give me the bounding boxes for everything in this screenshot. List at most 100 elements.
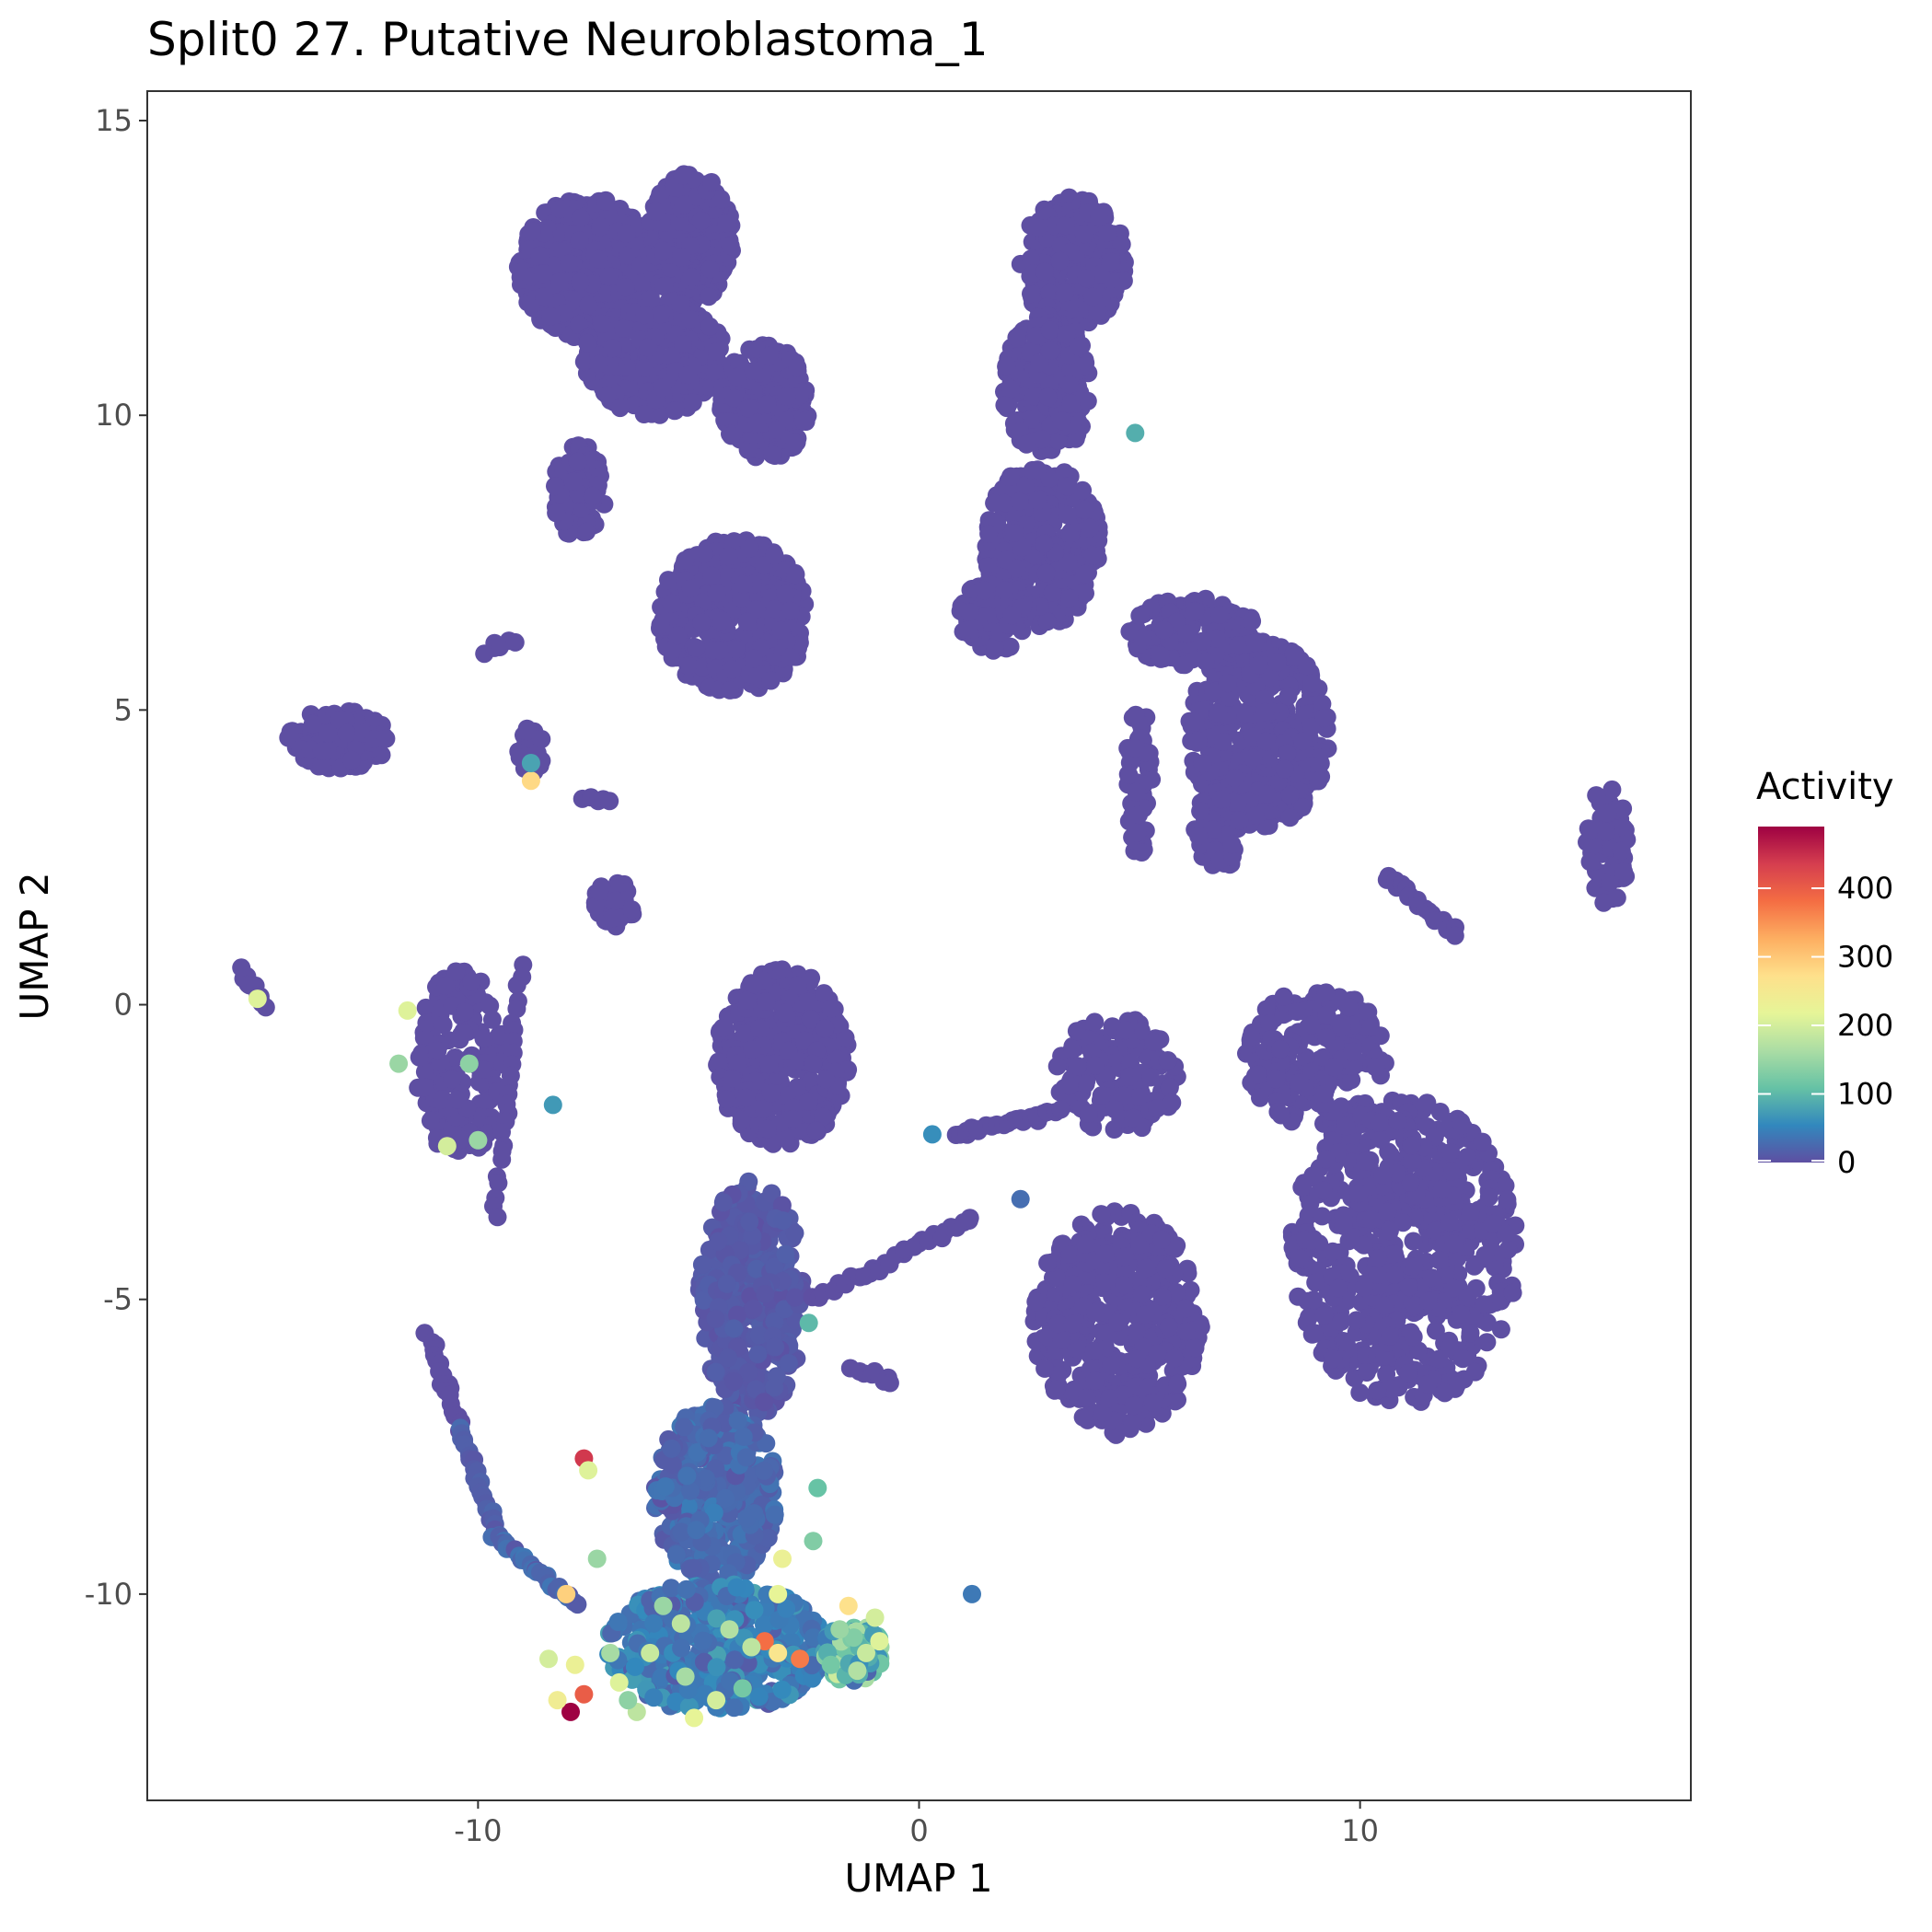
data-point	[578, 333, 597, 353]
data-point	[717, 214, 736, 233]
data-point	[743, 1040, 762, 1059]
data-point	[646, 202, 665, 221]
data-point	[653, 378, 672, 398]
data-point	[717, 1274, 736, 1293]
data-point	[1061, 394, 1081, 413]
data-point	[1040, 320, 1059, 340]
data-point	[1293, 732, 1313, 751]
data-point	[1209, 605, 1229, 624]
data-point	[1083, 546, 1103, 565]
data-point	[713, 1193, 733, 1212]
data-point	[789, 976, 807, 995]
data-point	[691, 211, 711, 230]
data-point	[816, 1019, 835, 1038]
data-point	[1040, 341, 1059, 360]
data-point	[1081, 518, 1100, 538]
data-point	[1075, 500, 1094, 519]
data-point	[606, 891, 625, 910]
data-point	[744, 1300, 763, 1318]
data-point	[750, 1019, 769, 1038]
data-point	[700, 287, 718, 307]
data-point	[1211, 790, 1231, 809]
data-point	[722, 426, 741, 445]
data-point	[1130, 606, 1150, 625]
data-point	[1127, 782, 1146, 802]
data-point	[755, 1393, 773, 1412]
data-point	[434, 1015, 453, 1035]
data-point	[1077, 269, 1095, 288]
data-point	[1193, 754, 1212, 773]
data-point	[522, 222, 541, 241]
data-point	[1230, 811, 1249, 830]
data-point	[1154, 620, 1174, 640]
data-point	[610, 399, 630, 418]
data-point	[709, 1232, 728, 1251]
data-point	[603, 339, 622, 358]
data-point	[771, 620, 791, 640]
data-point	[591, 217, 610, 237]
data-point	[1209, 703, 1228, 723]
data-point	[702, 173, 721, 191]
data-point	[1314, 709, 1334, 727]
data-point	[462, 972, 481, 991]
data-point	[1010, 492, 1029, 511]
data-point	[671, 295, 690, 314]
data-point	[744, 975, 763, 994]
data-point	[678, 656, 698, 676]
data-point	[1267, 654, 1287, 672]
data-point	[785, 434, 804, 453]
data-point	[783, 1109, 803, 1128]
data-point	[659, 571, 677, 590]
data-point	[736, 1088, 756, 1107]
data-point	[570, 231, 589, 250]
data-point	[745, 649, 763, 668]
data-point	[806, 1121, 826, 1140]
data-point	[1188, 731, 1208, 750]
data-point	[773, 1211, 792, 1231]
data-point	[724, 1319, 744, 1338]
data-point	[550, 272, 569, 292]
data-point	[376, 729, 396, 748]
data-point	[428, 1041, 447, 1060]
data-point	[1280, 808, 1300, 827]
data-point	[713, 1018, 732, 1037]
data-point	[708, 342, 727, 361]
data-point	[758, 1119, 777, 1139]
data-point	[654, 277, 674, 296]
data-point	[1286, 647, 1305, 666]
data-point	[541, 307, 561, 326]
data-point	[616, 278, 635, 297]
data-point	[1059, 477, 1078, 496]
data-point	[737, 612, 757, 631]
data-point	[1218, 674, 1237, 693]
data-point	[744, 362, 763, 380]
data-point	[681, 579, 700, 598]
data-point	[721, 237, 740, 256]
data-point	[788, 358, 807, 377]
data-point	[736, 1448, 756, 1467]
data-point	[1001, 379, 1021, 399]
data-point	[532, 730, 551, 748]
data-point	[793, 411, 813, 431]
data-point	[1229, 636, 1248, 655]
data-point	[1036, 563, 1056, 583]
data-point	[763, 445, 782, 465]
data-point	[635, 358, 654, 377]
data-point	[1213, 733, 1232, 751]
data-point	[1090, 208, 1109, 227]
data-point	[534, 264, 553, 283]
data-point	[1191, 802, 1210, 821]
data-point	[1275, 759, 1294, 779]
data-point	[602, 908, 621, 928]
data-point	[975, 581, 994, 600]
data-point	[589, 354, 608, 374]
data-point	[1257, 784, 1277, 804]
data-point	[1133, 628, 1152, 647]
data-point	[776, 584, 795, 604]
data-point	[530, 246, 550, 265]
data-point	[410, 1047, 429, 1067]
data-point	[579, 295, 598, 315]
data-point	[712, 611, 732, 631]
data-point	[436, 976, 456, 995]
data-point	[799, 1092, 818, 1111]
